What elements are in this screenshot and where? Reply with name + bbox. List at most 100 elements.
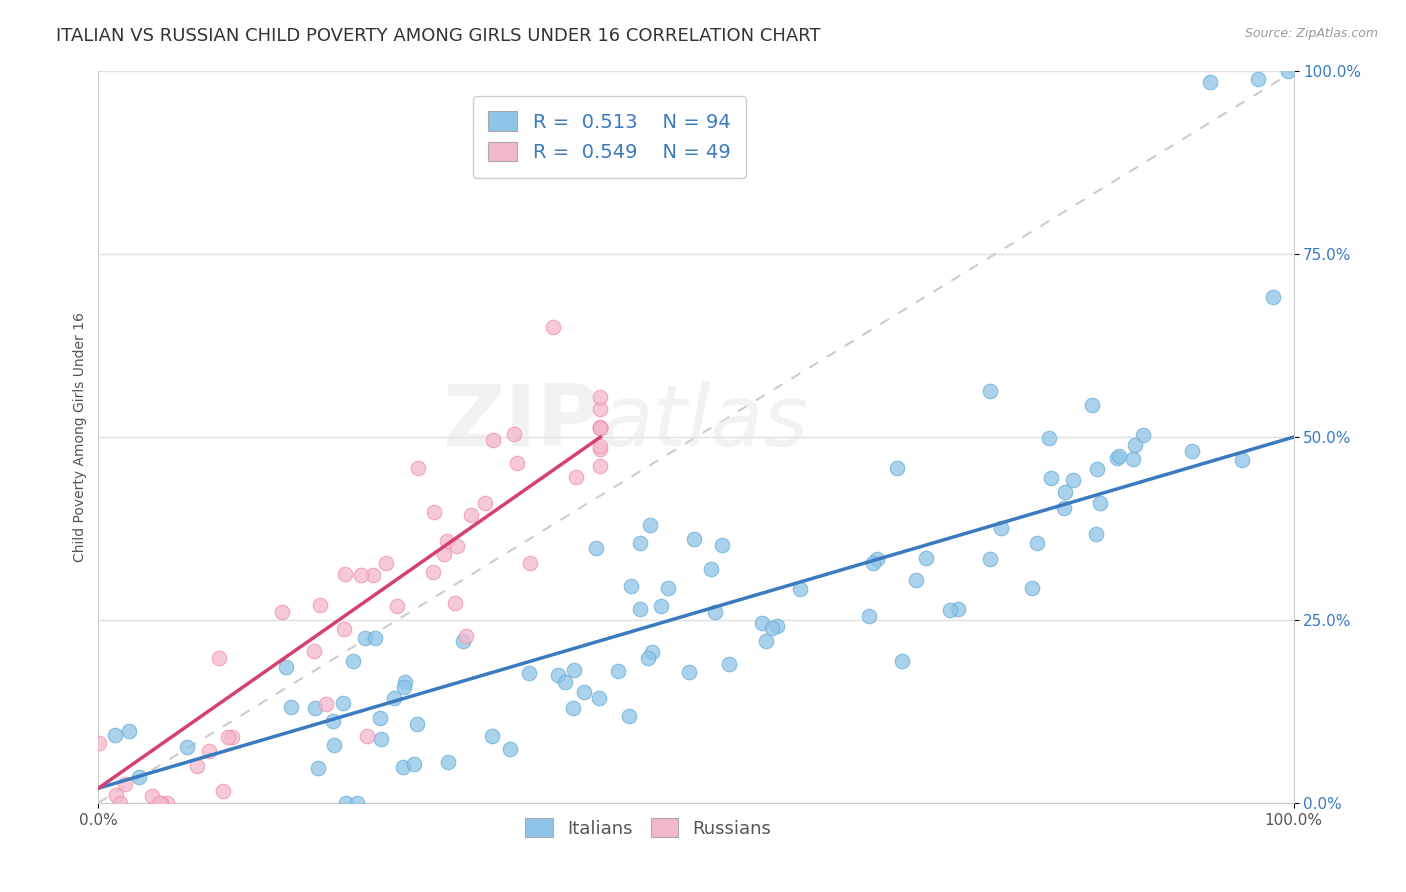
Point bbox=[280, 700, 302, 714]
Point bbox=[1261, 290, 1284, 304]
Point bbox=[1180, 444, 1202, 458]
Point bbox=[588, 690, 610, 705]
Point bbox=[589, 459, 612, 474]
Point bbox=[364, 631, 387, 645]
Point bbox=[589, 401, 612, 416]
Point bbox=[217, 730, 239, 744]
Point bbox=[436, 533, 458, 548]
Point bbox=[565, 469, 588, 483]
Point bbox=[406, 461, 429, 475]
Point bbox=[1085, 462, 1108, 476]
Point bbox=[346, 796, 368, 810]
Point bbox=[198, 744, 221, 758]
Point bbox=[110, 796, 132, 810]
Point bbox=[118, 724, 141, 739]
Point bbox=[682, 532, 704, 546]
Point bbox=[638, 517, 661, 532]
Point bbox=[208, 651, 231, 665]
Point bbox=[1021, 581, 1043, 595]
Point bbox=[385, 599, 409, 613]
Point bbox=[322, 714, 344, 728]
Point bbox=[474, 496, 496, 510]
Point bbox=[979, 552, 1001, 566]
Point bbox=[628, 602, 651, 616]
Point bbox=[607, 664, 630, 678]
Point bbox=[333, 622, 356, 636]
Point bbox=[585, 541, 607, 555]
Point bbox=[589, 442, 612, 457]
Point bbox=[323, 738, 346, 752]
Point bbox=[789, 582, 811, 596]
Text: Source: ZipAtlas.com: Source: ZipAtlas.com bbox=[1244, 27, 1378, 40]
Point bbox=[572, 685, 595, 699]
Point bbox=[354, 632, 377, 646]
Point bbox=[704, 605, 727, 619]
Point bbox=[315, 697, 337, 711]
Point bbox=[886, 461, 908, 475]
Point bbox=[1132, 428, 1154, 442]
Point bbox=[1085, 527, 1108, 541]
Point bbox=[628, 536, 651, 550]
Point bbox=[891, 654, 914, 668]
Point bbox=[1053, 485, 1076, 500]
Point bbox=[335, 796, 357, 810]
Point bbox=[904, 573, 927, 587]
Point bbox=[274, 660, 297, 674]
Point bbox=[156, 796, 179, 810]
Point bbox=[678, 665, 700, 680]
Point bbox=[554, 675, 576, 690]
Point bbox=[176, 739, 198, 754]
Point bbox=[620, 579, 643, 593]
Point bbox=[858, 609, 880, 624]
Point bbox=[307, 761, 329, 775]
Point bbox=[939, 603, 962, 617]
Point bbox=[1038, 431, 1060, 445]
Point bbox=[915, 551, 938, 566]
Point bbox=[481, 434, 505, 448]
Point bbox=[404, 757, 426, 772]
Point bbox=[547, 668, 569, 682]
Point bbox=[699, 562, 721, 576]
Point bbox=[1199, 75, 1222, 89]
Point bbox=[589, 419, 612, 434]
Point bbox=[1062, 473, 1084, 487]
Point bbox=[433, 547, 456, 561]
Text: ITALIAN VS RUSSIAN CHILD POVERTY AMONG GIRLS UNDER 16 CORRELATION CHART: ITALIAN VS RUSSIAN CHILD POVERTY AMONG G… bbox=[56, 27, 821, 45]
Text: ZIP: ZIP bbox=[443, 381, 600, 464]
Y-axis label: Child Poverty Among Girls Under 16: Child Poverty Among Girls Under 16 bbox=[73, 312, 87, 562]
Point bbox=[114, 777, 136, 791]
Point bbox=[502, 426, 524, 441]
Point bbox=[990, 521, 1012, 535]
Point bbox=[451, 634, 474, 648]
Point bbox=[444, 596, 467, 610]
Point bbox=[506, 456, 529, 470]
Point bbox=[589, 390, 612, 404]
Point bbox=[1277, 64, 1299, 78]
Point bbox=[751, 616, 773, 631]
Point bbox=[1026, 535, 1049, 549]
Point bbox=[1039, 471, 1062, 485]
Point bbox=[392, 760, 415, 774]
Point bbox=[405, 716, 427, 731]
Point bbox=[104, 729, 127, 743]
Point bbox=[141, 789, 163, 803]
Point bbox=[211, 784, 233, 798]
Point bbox=[446, 539, 468, 553]
Point bbox=[423, 505, 446, 519]
Point bbox=[1247, 71, 1270, 86]
Point bbox=[392, 680, 415, 694]
Point bbox=[89, 736, 111, 750]
Point bbox=[862, 557, 884, 571]
Point bbox=[650, 599, 672, 614]
Point bbox=[128, 770, 150, 784]
Point bbox=[1122, 452, 1144, 467]
Point bbox=[186, 759, 208, 773]
Point bbox=[370, 731, 392, 746]
Point bbox=[866, 552, 889, 566]
Point bbox=[149, 796, 172, 810]
Point bbox=[332, 696, 354, 710]
Point bbox=[562, 701, 585, 715]
Point bbox=[350, 568, 373, 582]
Point bbox=[437, 755, 460, 769]
Point bbox=[304, 700, 326, 714]
